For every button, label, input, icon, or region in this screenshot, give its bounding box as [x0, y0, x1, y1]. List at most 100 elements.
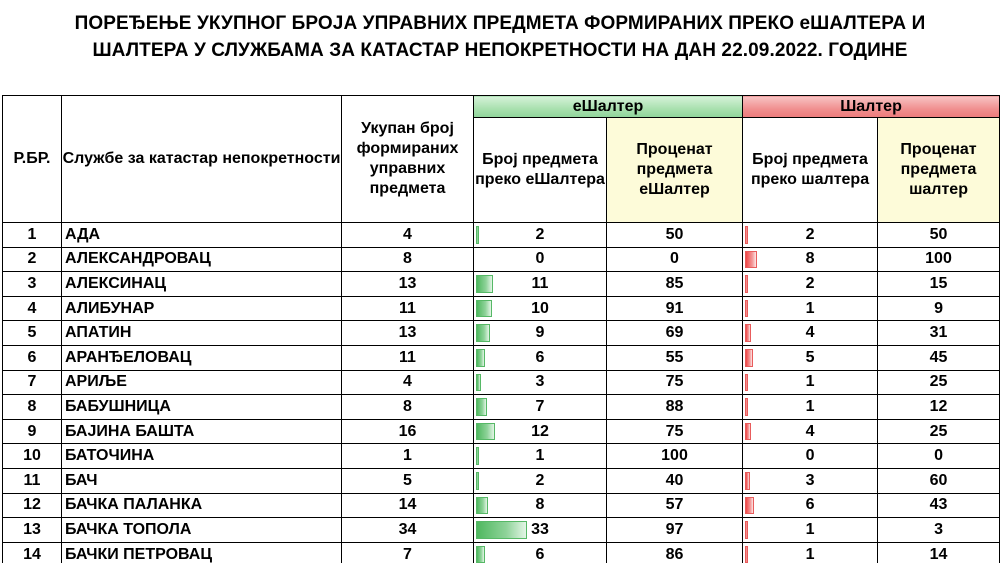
- shalter-data-bar: [745, 398, 749, 416]
- table-row: 9 БАЈИНА БАШТА 16 12 75 4 25: [2, 418, 1000, 445]
- office-name: АЛЕКСИНАЦ: [61, 271, 342, 297]
- shalter-data-bar: [745, 250, 758, 269]
- eshalter-count-value: 10: [531, 299, 549, 317]
- shalter-percent: 45: [877, 344, 1000, 371]
- row-number: 13: [2, 517, 62, 543]
- table-row: 8 БАБУШНИЦА 8 7 88 1 12: [2, 394, 1000, 420]
- eshalter-count-value: 7: [535, 397, 545, 415]
- total-count: 4: [341, 222, 474, 248]
- shalter-count: 0: [742, 443, 879, 469]
- header-office: Службе за катастар непокретности: [61, 95, 342, 223]
- shalter-count-value: 5: [805, 348, 815, 366]
- eshalter-percent: 75: [605, 369, 744, 396]
- office-name: АДА: [61, 222, 342, 248]
- row-number: 6: [2, 344, 62, 371]
- eshalter-count: 3: [473, 369, 607, 396]
- shalter-count-value: 1: [805, 373, 815, 391]
- table-row: 13 БАЧКА ТОПОЛА 34 33 97 1 3: [2, 517, 1000, 543]
- title-line-2: ШАЛТЕРА У СЛУЖБАМА ЗА КАТАСТАР НЕПОКРЕТН…: [92, 40, 908, 61]
- eshalter-count: 8: [473, 492, 607, 519]
- eshalter-count: 12: [473, 418, 607, 445]
- shalter-data-bar: [745, 471, 751, 490]
- shalter-count: 8: [742, 246, 879, 273]
- total-count: 16: [341, 418, 474, 445]
- shalter-data-bar: [745, 299, 749, 318]
- table-body: 1 АДА 4 2 50 2 50 2 АЛЕКСАНДРОВАЦ 8 0 0 8 100 3 АЛЕКСИН…: [2, 222, 1000, 563]
- table-row: 2 АЛЕКСАНДРОВАЦ 8 0 0 8 100: [2, 246, 1000, 273]
- table-row: 11 БАЧ 5 2 40 3 60: [2, 467, 1000, 494]
- shalter-count: 4: [742, 418, 879, 445]
- shalter-percent: 100: [877, 246, 1000, 273]
- office-name: БАБУШНИЦА: [61, 394, 342, 420]
- shalter-percent: 60: [877, 467, 1000, 494]
- total-count: 5: [341, 467, 474, 494]
- shalter-percent: 50: [877, 222, 1000, 248]
- eshalter-data-bar: [476, 521, 527, 539]
- eshalter-percent: 0: [605, 246, 744, 273]
- shalter-count: 2: [742, 271, 879, 297]
- total-count: 4: [341, 369, 474, 396]
- shalter-count: 3: [742, 467, 879, 494]
- row-number: 4: [2, 295, 62, 322]
- shalter-count: 1: [742, 394, 879, 420]
- header-group-row: Р.БР. Службе за катастар непокретности У…: [2, 95, 1000, 223]
- total-count: 13: [341, 271, 474, 297]
- eshalter-percent: 86: [605, 541, 744, 563]
- shalter-count-value: 6: [805, 496, 815, 514]
- eshalter-count-value: 0: [535, 250, 545, 268]
- row-number: 9: [2, 418, 62, 445]
- eshalter-data-bar: [476, 447, 479, 465]
- shalter-count: 1: [742, 369, 879, 396]
- shalter-data-bar: [745, 545, 749, 563]
- total-count: 14: [341, 492, 474, 519]
- shalter-data-bar: [745, 226, 749, 244]
- shalter-count: 1: [742, 517, 879, 543]
- header-shalter-count: Број предмета преко шалтера: [742, 117, 879, 223]
- header-sub-row: Број предмета преко еШалтера Проценат пр…: [3, 117, 1000, 223]
- shalter-percent: 12: [877, 394, 1000, 420]
- report-title: ПОРЕЂЕЊЕ УКУПНОГ БРОЈА УПРАВНИХ ПРЕДМЕТА…: [0, 10, 1000, 64]
- eshalter-data-bar: [476, 324, 490, 342]
- eshalter-count-value: 3: [535, 373, 545, 391]
- cadastre-comparison-table: Р.БР. Службе за катастар непокретности У…: [2, 95, 1000, 563]
- shalter-count-value: 4: [805, 324, 815, 342]
- shalter-percent: 43: [877, 492, 1000, 519]
- shalter-percent: 31: [877, 320, 1000, 346]
- eshalter-data-bar: [476, 398, 487, 416]
- table-row: 1 АДА 4 2 50 2 50: [2, 222, 1000, 248]
- shalter-count: 4: [742, 320, 879, 346]
- eshalter-count-value: 33: [531, 520, 549, 538]
- eshalter-percent: 55: [605, 344, 744, 371]
- eshalter-count: 6: [473, 344, 607, 371]
- shalter-count-value: 1: [805, 520, 815, 538]
- shalter-data-bar: [745, 373, 749, 392]
- eshalter-count-value: 2: [535, 225, 545, 243]
- eshalter-count: 0: [473, 246, 607, 273]
- shalter-count-value: 4: [805, 422, 815, 440]
- total-count: 34: [341, 517, 474, 543]
- shalter-percent: 0: [877, 443, 1000, 469]
- shalter-data-bar: [745, 348, 754, 367]
- office-name: БАЈИНА БАШТА: [61, 418, 342, 445]
- office-name: БАЧКИ ПЕТРОВАЦ: [61, 541, 342, 563]
- eshalter-percent: 69: [605, 320, 744, 346]
- eshalter-count: 11: [473, 271, 607, 297]
- header-shalter-group: Шалтер: [742, 95, 1000, 118]
- eshalter-count: 7: [473, 394, 607, 420]
- table-row: 5 АПАТИН 13 9 69 4 31: [2, 320, 1000, 346]
- shalter-count-value: 1: [805, 299, 815, 317]
- eshalter-count: 2: [473, 222, 607, 248]
- table-row: 14 БАЧКИ ПЕТРОВАЦ 7 6 86 1 14: [2, 541, 1000, 563]
- header-shalter-pct: Проценат предмета шалтер: [877, 117, 1000, 223]
- office-name: АЛИБУНАР: [61, 295, 342, 322]
- eshalter-percent: 50: [605, 222, 744, 248]
- row-number: 5: [2, 320, 62, 346]
- shalter-count-value: 2: [805, 225, 815, 243]
- eshalter-count-value: 9: [535, 324, 545, 342]
- table-row: 3 АЛЕКСИНАЦ 13 11 85 2 15: [2, 271, 1000, 297]
- total-count: 7: [341, 541, 474, 563]
- eshalter-data-bar: [476, 348, 485, 367]
- eshalter-count-value: 2: [535, 471, 545, 489]
- shalter-count: 1: [742, 541, 879, 563]
- eshalter-percent: 91: [605, 295, 744, 322]
